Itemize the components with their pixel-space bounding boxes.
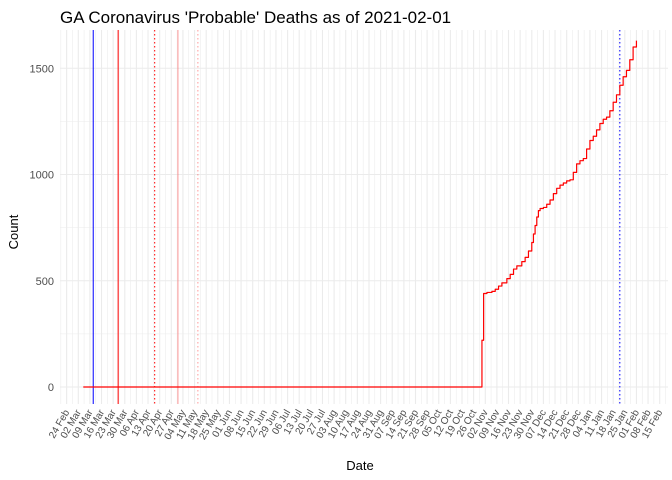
series-line [83, 40, 638, 388]
y-axis-ticks: 0 500 1000 1500 [30, 63, 54, 394]
chart-title: GA Coronavirus 'Probable' Deaths as of 2… [60, 8, 451, 27]
y-tick-label: 500 [36, 276, 54, 288]
series-group [83, 40, 638, 388]
y-tick-label: 1500 [30, 63, 54, 75]
y-tick-label: 0 [48, 382, 54, 394]
y-tick-label: 1000 [30, 170, 54, 182]
x-axis-title: Date [346, 458, 373, 473]
minor-gridlines [60, 30, 668, 404]
reference-lines [92, 30, 621, 404]
major-gridlines [60, 30, 668, 404]
y-axis-title: Count [6, 214, 21, 249]
